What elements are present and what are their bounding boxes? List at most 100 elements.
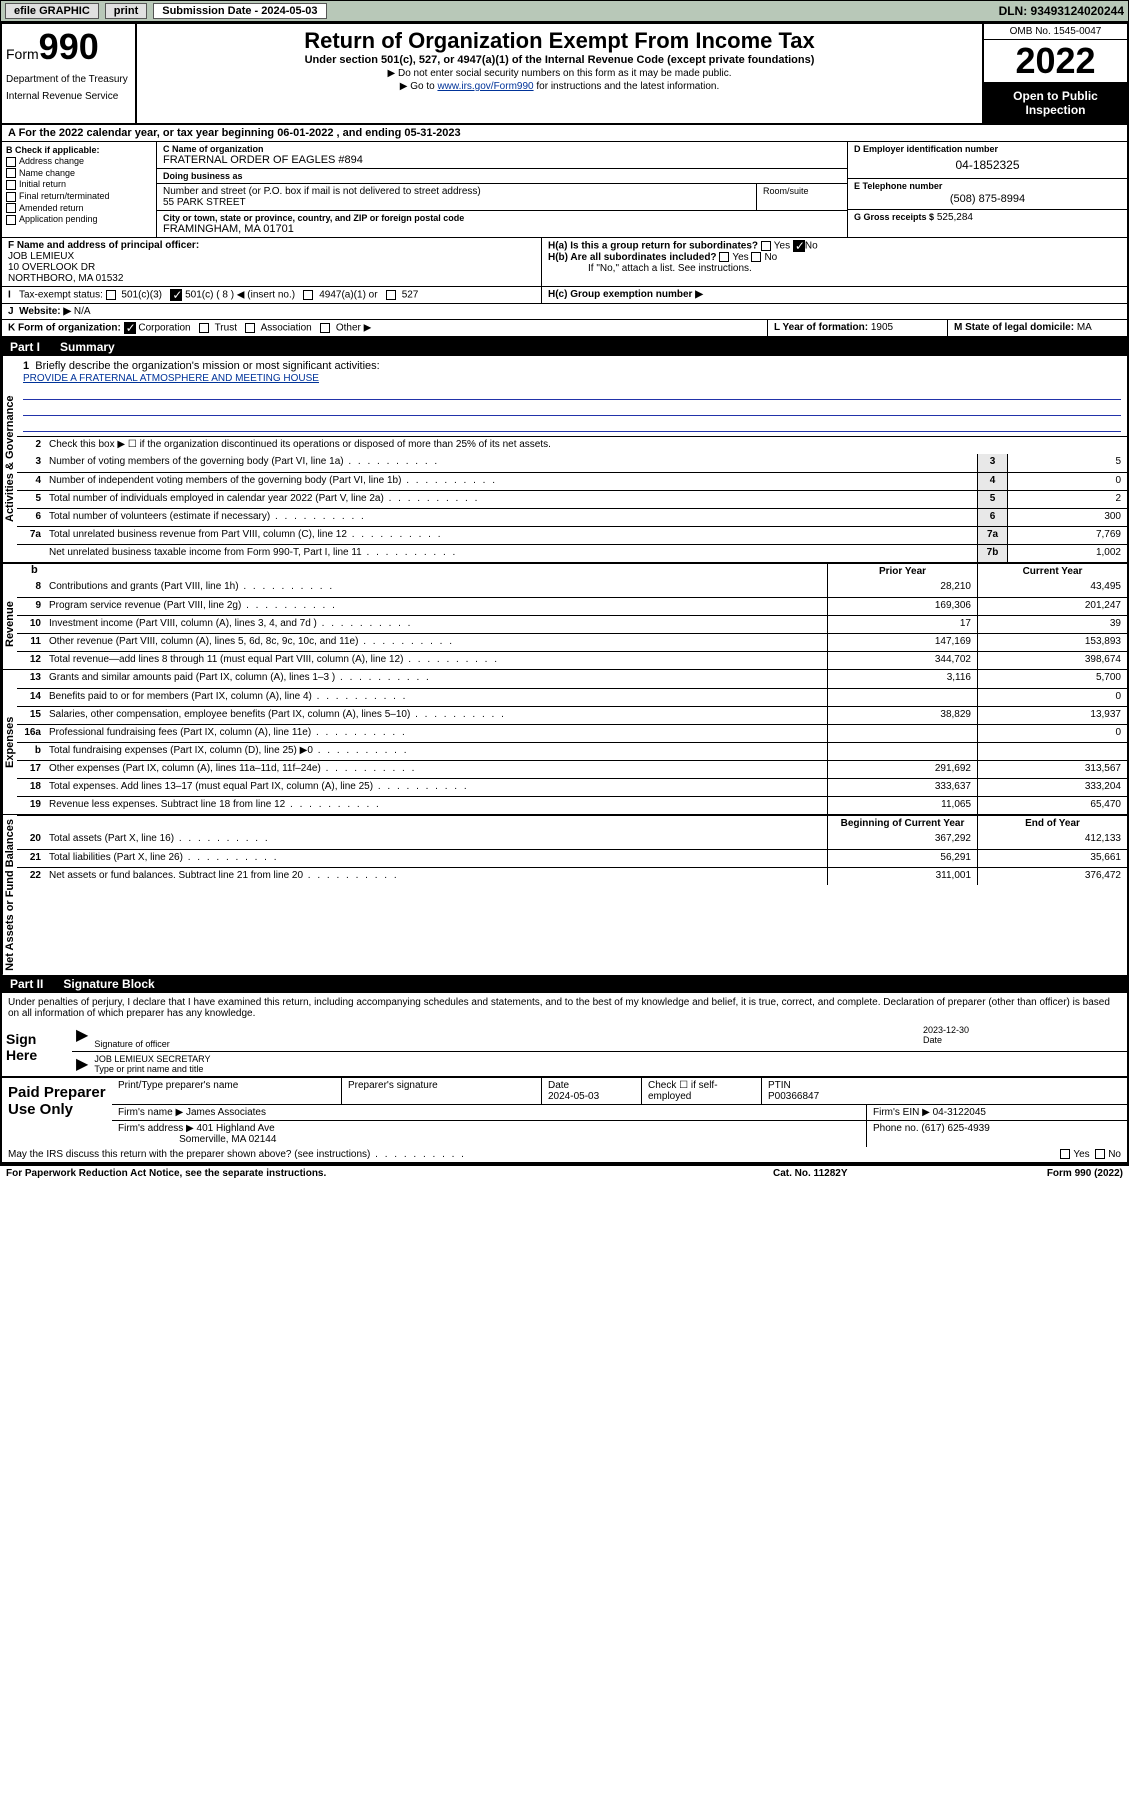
firm-addr1: 401 Highland Ave <box>197 1123 275 1134</box>
table-row: 19Revenue less expenses. Subtract line 1… <box>17 796 1127 814</box>
tax-year: 2022 <box>984 40 1127 83</box>
col-b-head: B Check if applicable: <box>6 145 152 155</box>
row-a-tax-year: A For the 2022 calendar year, or tax yea… <box>2 125 1127 142</box>
mission-text: PROVIDE A FRATERNAL ATMOSPHERE AND MEETI… <box>23 373 319 384</box>
top-bar: efile GRAPHIC print Submission Date - 20… <box>0 0 1129 22</box>
part2-header: Part II Signature Block <box>2 975 1127 993</box>
part2-num: Part II <box>10 977 43 991</box>
may-discuss-text: May the IRS discuss this return with the… <box>8 1149 370 1160</box>
irs-label: Internal Revenue Service <box>6 91 131 102</box>
prep-name-label: Print/Type preparer's name <box>112 1078 342 1104</box>
room-cell: Room/suite <box>757 184 847 210</box>
discuss-no: No <box>1108 1149 1121 1160</box>
form-990: Form990 Department of the Treasury Inter… <box>0 22 1129 1164</box>
table-row: 8Contributions and grants (Part VIII, li… <box>17 579 1127 597</box>
table-row: 17Other expenses (Part IX, column (A), l… <box>17 760 1127 778</box>
row-fh: F Name and address of principal officer:… <box>2 238 1127 287</box>
signer-name-label: Type or print name and title <box>94 1064 203 1074</box>
sig-officer-label: Signature of officer <box>94 1039 169 1049</box>
form-word: Form <box>6 46 39 62</box>
table-row: 11Other revenue (Part VIII, column (A), … <box>17 633 1127 651</box>
firm-phone: (617) 625-4939 <box>921 1123 989 1134</box>
sig-officer-line: ▶ Signature of officer 2023-12-30Date <box>72 1023 1127 1052</box>
chk-pending[interactable]: Application pending <box>6 214 152 225</box>
signer-name: JOB LEMIEUX SECRETARY <box>94 1054 1123 1064</box>
chk-address[interactable]: Address change <box>6 156 152 167</box>
chk-amended[interactable]: Amended return <box>6 203 152 214</box>
ein-cell: D Employer identification number 04-1852… <box>848 142 1127 179</box>
firm-addr-label: Firm's address ▶ <box>118 1123 194 1134</box>
firm-addr2: Somerville, MA 02144 <box>179 1134 276 1145</box>
dept-treasury: Department of the Treasury <box>6 74 131 85</box>
mission-q: Briefly describe the organization's miss… <box>35 360 379 372</box>
paid-preparer: Paid Preparer Use Only Print/Type prepar… <box>2 1077 1127 1147</box>
firm-ein: 04-3122045 <box>933 1107 986 1118</box>
footer: For Paperwork Reduction Act Notice, see … <box>0 1164 1129 1181</box>
gov-row: 6Total number of volunteers (estimate if… <box>17 508 1127 526</box>
open-line2: Inspection <box>986 103 1125 117</box>
col-f: F Name and address of principal officer:… <box>2 238 542 286</box>
irs-link[interactable]: www.irs.gov/Form990 <box>437 81 533 92</box>
chk-name[interactable]: Name change <box>6 168 152 179</box>
form-header: Form990 Department of the Treasury Inter… <box>2 24 1127 125</box>
ptin-value: P00366847 <box>768 1091 819 1102</box>
phone-cell: E Telephone number (508) 875-8994 <box>848 179 1127 210</box>
website-label: Website: ▶ <box>19 306 71 317</box>
hc-row: H(c) Group exemption number ▶ <box>542 287 1127 303</box>
ha-row: H(a) Is this a group return for subordin… <box>548 240 1121 252</box>
efile-label: efile GRAPHIC <box>5 3 99 19</box>
prep-check: Check ☐ if self-employed <box>642 1078 762 1104</box>
print-button[interactable]: print <box>105 3 147 19</box>
revenue-section: Revenue 8Contributions and grants (Part … <box>2 579 1127 670</box>
line-2: 2 Check this box ▶ ☐ if the organization… <box>17 436 1127 454</box>
paid-row1: Print/Type preparer's name Preparer's si… <box>112 1078 1127 1105</box>
chk-initial[interactable]: Initial return <box>6 179 152 190</box>
table-row: 16aProfessional fundraising fees (Part I… <box>17 724 1127 742</box>
gov-row: Net unrelated business taxable income fr… <box>17 544 1127 562</box>
year-header: b Prior Year Current Year <box>2 563 1127 579</box>
sig-name-line: ▶ JOB LEMIEUX SECRETARYType or print nam… <box>72 1052 1127 1076</box>
net-year-header: Beginning of Current Year End of Year <box>17 815 1127 831</box>
discuss-yes: Yes <box>1073 1149 1089 1160</box>
org-name: FRATERNAL ORDER OF EAGLES #894 <box>163 154 841 166</box>
begin-year-head: Beginning of Current Year <box>827 816 977 831</box>
part1-title: Summary <box>60 340 115 354</box>
phone-label: E Telephone number <box>854 181 1121 191</box>
row-ij: I Tax-exempt status: 501(c)(3) 501(c) ( … <box>2 287 1127 304</box>
footer-right: Form 990 (2022) <box>973 1168 1123 1179</box>
exp-label: Expenses <box>2 670 17 814</box>
org-name-label: C Name of organization <box>163 144 841 154</box>
expenses-section: Expenses 13Grants and similar amounts pa… <box>2 670 1127 815</box>
open-line1: Open to Public <box>986 89 1125 103</box>
row-i: I Tax-exempt status: 501(c)(3) 501(c) ( … <box>2 287 542 303</box>
hb-row: H(b) Are all subordinates included? Yes … <box>548 252 1121 263</box>
paid-title: Paid Preparer Use Only <box>2 1078 112 1147</box>
street-cell: Number and street (or P.O. box if mail i… <box>157 184 757 210</box>
trust: Trust <box>215 323 237 334</box>
part1-num: Part I <box>10 340 40 354</box>
governance-section: Activities & Governance 1 Briefly descri… <box>2 356 1127 563</box>
row-j: J Website: ▶ N/A <box>2 304 1127 320</box>
net-label: Net Assets or Fund Balances <box>2 815 17 975</box>
other: Other ▶ <box>336 323 371 334</box>
chk-final[interactable]: Final return/terminated <box>6 191 152 202</box>
corp: Corporation <box>138 323 190 334</box>
city-value: FRAMINGHAM, MA 01701 <box>163 223 841 235</box>
gov-row: 3Number of voting members of the governi… <box>17 454 1127 472</box>
dln: DLN: 93493124020244 <box>999 4 1124 18</box>
assoc: Association <box>261 323 312 334</box>
website-value: N/A <box>74 306 91 317</box>
table-row: 14Benefits paid to or for members (Part … <box>17 688 1127 706</box>
form-subtitle: Under section 501(c), 527, or 4947(a)(1)… <box>145 54 974 66</box>
row-k: K Form of organization: Corporation Trus… <box>2 320 767 336</box>
row-klm: K Form of organization: Corporation Trus… <box>2 320 1127 338</box>
prep-sig-label: Preparer's signature <box>342 1078 542 1104</box>
officer-name: JOB LEMIEUX <box>8 251 535 262</box>
form-number: 990 <box>39 26 99 67</box>
open-public: Open to Public Inspection <box>984 83 1127 123</box>
sign-date-label: Date <box>923 1035 942 1045</box>
mission-block: 1 Briefly describe the organization's mi… <box>17 356 1127 436</box>
col-b-checkboxes: B Check if applicable: Address change Na… <box>2 142 157 237</box>
col-c: C Name of organization FRATERNAL ORDER O… <box>157 142 847 237</box>
part1-header: Part I Summary <box>2 338 1127 356</box>
